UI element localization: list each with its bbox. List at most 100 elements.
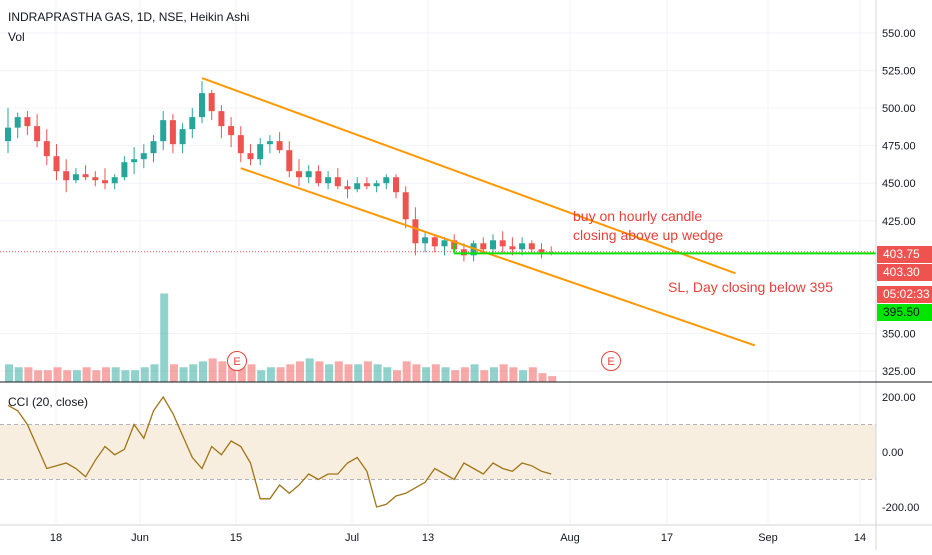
candle-body — [305, 171, 312, 178]
volume-label[interactable]: Vol — [8, 30, 25, 44]
candle-body — [315, 171, 322, 184]
candle-body — [53, 156, 60, 172]
candle-body — [257, 144, 264, 160]
volume-bar — [150, 364, 159, 382]
sl-note[interactable]: SL, Day closing below 395 — [668, 279, 833, 295]
volume-bar — [276, 367, 285, 382]
volume-bar — [393, 370, 401, 382]
cci-polyline — [7, 395, 552, 508]
volume-bar — [315, 361, 324, 382]
volume-bar — [296, 361, 304, 382]
candle-body — [373, 183, 380, 187]
candle-body — [296, 171, 302, 178]
countdown-tag: 05:02:33 — [877, 286, 932, 303]
candle-body — [431, 237, 438, 247]
wedge-lower-line — [240, 167, 756, 347]
time-tick-label: 13 — [422, 532, 434, 544]
buy-note-line2[interactable]: closing above up wedge — [573, 227, 724, 243]
volume-bar — [305, 358, 314, 382]
candle-body — [14, 117, 21, 128]
candle-body — [102, 180, 108, 184]
volume-bar — [344, 364, 353, 382]
volume-bar — [72, 370, 81, 382]
candle-body — [325, 177, 332, 184]
candle-body — [208, 93, 215, 112]
volume-bar — [237, 367, 246, 382]
candle-body — [72, 174, 79, 181]
candle-body — [179, 129, 186, 145]
candle-body — [383, 177, 390, 184]
time-tick-label: 18 — [50, 532, 62, 544]
volume-bar — [509, 367, 518, 382]
candle-body — [490, 240, 496, 250]
volume-bar — [63, 370, 72, 382]
candle-body — [422, 237, 429, 244]
candles[interactable] — [5, 81, 555, 262]
volume-bar — [82, 367, 91, 382]
candle-body — [63, 171, 70, 181]
volume-bar — [131, 370, 140, 382]
candle-body — [460, 249, 467, 256]
volume-bar — [208, 358, 217, 382]
buy-note-line1[interactable]: buy on hourly candle — [573, 208, 703, 224]
earnings-badge[interactable]: E — [227, 351, 247, 371]
candle-body — [247, 153, 254, 160]
earnings-badge[interactable]: E — [601, 351, 621, 371]
candle-body — [189, 117, 196, 130]
volume-bar — [111, 367, 120, 382]
candle-body — [199, 93, 205, 118]
volume-bar — [499, 364, 508, 382]
volume-bar — [92, 370, 101, 382]
volume-bar — [286, 364, 295, 382]
candle-body — [228, 126, 235, 136]
candle-body — [131, 159, 138, 163]
volume-bar — [121, 370, 130, 382]
volume-bar — [480, 370, 489, 382]
candle-body — [528, 243, 535, 250]
cci-label[interactable]: CCI (20, close) — [8, 395, 89, 409]
candle-body — [92, 177, 99, 181]
cci-tick-label: 200.00 — [882, 392, 916, 404]
candle-body — [218, 111, 225, 127]
last-price-tag: 403.75 — [877, 246, 932, 263]
candle-body — [402, 192, 409, 220]
symbol-title[interactable]: INDRAPRASTHA GAS, 1D, NSE, Heikin Ashi — [8, 10, 250, 24]
cci-tick-label: 0.00 — [882, 447, 903, 459]
drawings[interactable] — [0, 77, 876, 347]
candle-body — [24, 117, 31, 127]
time-tick-label: 14 — [854, 532, 866, 544]
volume-bar — [102, 367, 110, 382]
volume-bar — [363, 361, 372, 382]
candle-body — [276, 141, 283, 151]
time-tick-label: Aug — [560, 532, 580, 544]
candle-body — [441, 240, 448, 247]
volume-bar — [266, 367, 275, 382]
cci-tick-label: -200.00 — [882, 502, 919, 514]
volume-bar — [402, 361, 411, 382]
candle-body — [121, 162, 128, 178]
volume-bar — [24, 367, 33, 382]
volume-bar — [169, 364, 178, 382]
level-price-tag: 395.50 — [877, 304, 932, 321]
price-tick-label: 425.00 — [882, 216, 916, 228]
cci-line — [7, 395, 552, 508]
time-tick-label: Sep — [758, 532, 778, 544]
candle-body — [237, 135, 244, 154]
volume-bar — [189, 364, 198, 382]
candle-body — [111, 177, 118, 184]
volume-bar — [538, 373, 547, 382]
candle-body — [160, 120, 167, 142]
volume-bars — [5, 293, 557, 382]
volume-bar — [383, 367, 392, 382]
price-tick-label: 500.00 — [882, 103, 916, 115]
volume-bar — [334, 361, 343, 382]
volume-bar — [460, 367, 469, 382]
price-tick-label: 525.00 — [882, 66, 916, 78]
time-tick-label: 15 — [230, 532, 242, 544]
volume-bar — [470, 364, 479, 382]
volume-bar — [257, 370, 266, 382]
volume-bar — [228, 364, 237, 382]
